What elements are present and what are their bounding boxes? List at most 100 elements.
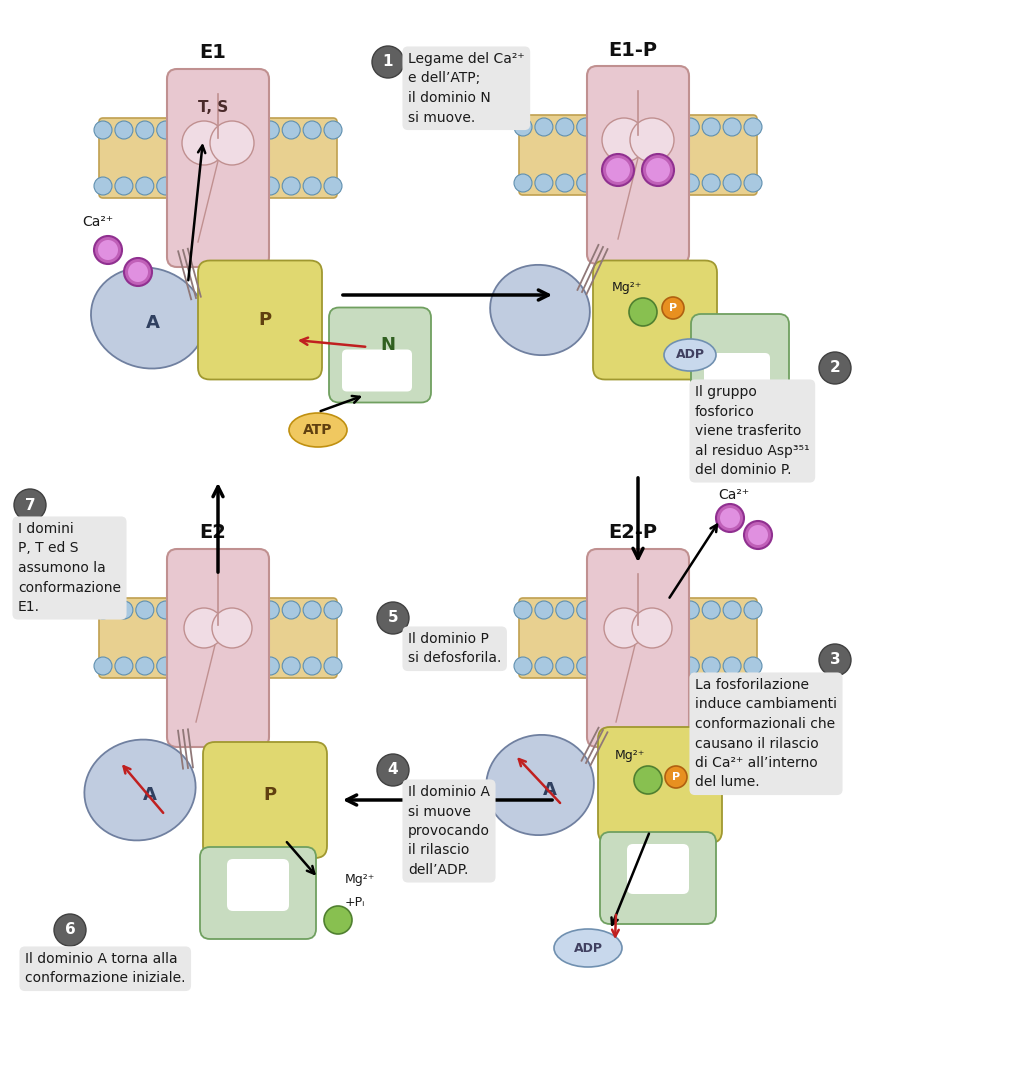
Circle shape — [639, 601, 657, 619]
Circle shape — [598, 601, 615, 619]
Text: Il dominio P
si defosforila.: Il dominio P si defosforila. — [408, 632, 502, 665]
Circle shape — [94, 177, 112, 195]
Circle shape — [261, 657, 280, 675]
Circle shape — [819, 644, 851, 676]
Text: 6: 6 — [65, 922, 76, 937]
Circle shape — [556, 657, 573, 675]
Text: E2: E2 — [200, 524, 226, 543]
Circle shape — [303, 657, 322, 675]
Circle shape — [514, 174, 532, 192]
FancyBboxPatch shape — [167, 69, 269, 267]
Circle shape — [199, 121, 216, 139]
Circle shape — [94, 601, 112, 619]
FancyBboxPatch shape — [167, 549, 269, 746]
Circle shape — [630, 118, 674, 162]
Circle shape — [303, 601, 322, 619]
Circle shape — [598, 657, 615, 675]
Circle shape — [723, 118, 741, 136]
Circle shape — [372, 46, 404, 78]
Text: 1: 1 — [383, 55, 393, 70]
Text: Il dominio A torna alla
conformazione iniziale.: Il dominio A torna alla conformazione in… — [25, 952, 185, 985]
FancyBboxPatch shape — [329, 307, 431, 403]
Circle shape — [702, 118, 720, 136]
Circle shape — [124, 258, 152, 286]
Circle shape — [283, 601, 300, 619]
Circle shape — [136, 121, 154, 139]
Circle shape — [744, 601, 762, 619]
Circle shape — [136, 601, 154, 619]
Circle shape — [606, 159, 630, 182]
FancyBboxPatch shape — [519, 115, 757, 195]
Circle shape — [681, 118, 699, 136]
Circle shape — [115, 657, 133, 675]
Circle shape — [646, 159, 670, 182]
FancyBboxPatch shape — [593, 260, 717, 379]
Circle shape — [212, 608, 252, 648]
FancyBboxPatch shape — [627, 844, 689, 894]
Circle shape — [177, 121, 196, 139]
Circle shape — [324, 657, 342, 675]
Circle shape — [219, 177, 238, 195]
Circle shape — [660, 657, 678, 675]
Circle shape — [681, 601, 699, 619]
Text: 7: 7 — [25, 498, 35, 513]
Circle shape — [219, 601, 238, 619]
Circle shape — [681, 657, 699, 675]
Circle shape — [219, 657, 238, 675]
Circle shape — [94, 236, 122, 263]
Text: Ca²⁺: Ca²⁺ — [82, 215, 113, 229]
Circle shape — [556, 118, 573, 136]
Circle shape — [744, 521, 772, 549]
Circle shape — [634, 766, 662, 794]
Circle shape — [642, 154, 674, 186]
Circle shape — [819, 352, 851, 384]
Circle shape — [283, 177, 300, 195]
Circle shape — [261, 121, 280, 139]
Circle shape — [199, 657, 216, 675]
Circle shape — [128, 262, 148, 282]
Circle shape — [744, 118, 762, 136]
Circle shape — [535, 601, 553, 619]
Circle shape — [261, 601, 280, 619]
FancyBboxPatch shape — [587, 549, 689, 746]
Text: Legame del Ca²⁺
e dell’ATP;
il dominio N
si muove.: Legame del Ca²⁺ e dell’ATP; il dominio N… — [408, 52, 524, 124]
FancyBboxPatch shape — [598, 727, 722, 843]
Text: T, S: T, S — [198, 101, 228, 116]
Circle shape — [618, 118, 637, 136]
Circle shape — [618, 601, 637, 619]
Circle shape — [604, 608, 644, 648]
Ellipse shape — [664, 340, 716, 371]
Circle shape — [136, 657, 154, 675]
Circle shape — [577, 118, 595, 136]
Circle shape — [556, 174, 573, 192]
Circle shape — [54, 914, 86, 946]
Text: P: P — [672, 772, 680, 782]
Text: E1: E1 — [200, 44, 226, 62]
Text: Mg²⁺: Mg²⁺ — [611, 282, 642, 295]
Circle shape — [283, 657, 300, 675]
Circle shape — [514, 657, 532, 675]
Circle shape — [639, 118, 657, 136]
Text: Ca²⁺: Ca²⁺ — [718, 488, 750, 502]
Circle shape — [702, 174, 720, 192]
Circle shape — [157, 177, 175, 195]
Text: +Pᵢ: +Pᵢ — [345, 895, 366, 908]
Circle shape — [660, 601, 678, 619]
Ellipse shape — [289, 413, 347, 447]
Text: 5: 5 — [388, 610, 398, 625]
Circle shape — [94, 121, 112, 139]
Circle shape — [639, 657, 657, 675]
Circle shape — [702, 601, 720, 619]
Circle shape — [210, 121, 254, 165]
Circle shape — [177, 601, 196, 619]
Circle shape — [324, 121, 342, 139]
Circle shape — [665, 766, 687, 788]
Text: N: N — [381, 336, 395, 355]
Circle shape — [744, 657, 762, 675]
Circle shape — [514, 118, 532, 136]
FancyBboxPatch shape — [203, 742, 327, 858]
Text: A: A — [143, 786, 157, 804]
Text: ADP: ADP — [573, 941, 602, 954]
Circle shape — [660, 118, 678, 136]
Circle shape — [535, 118, 553, 136]
